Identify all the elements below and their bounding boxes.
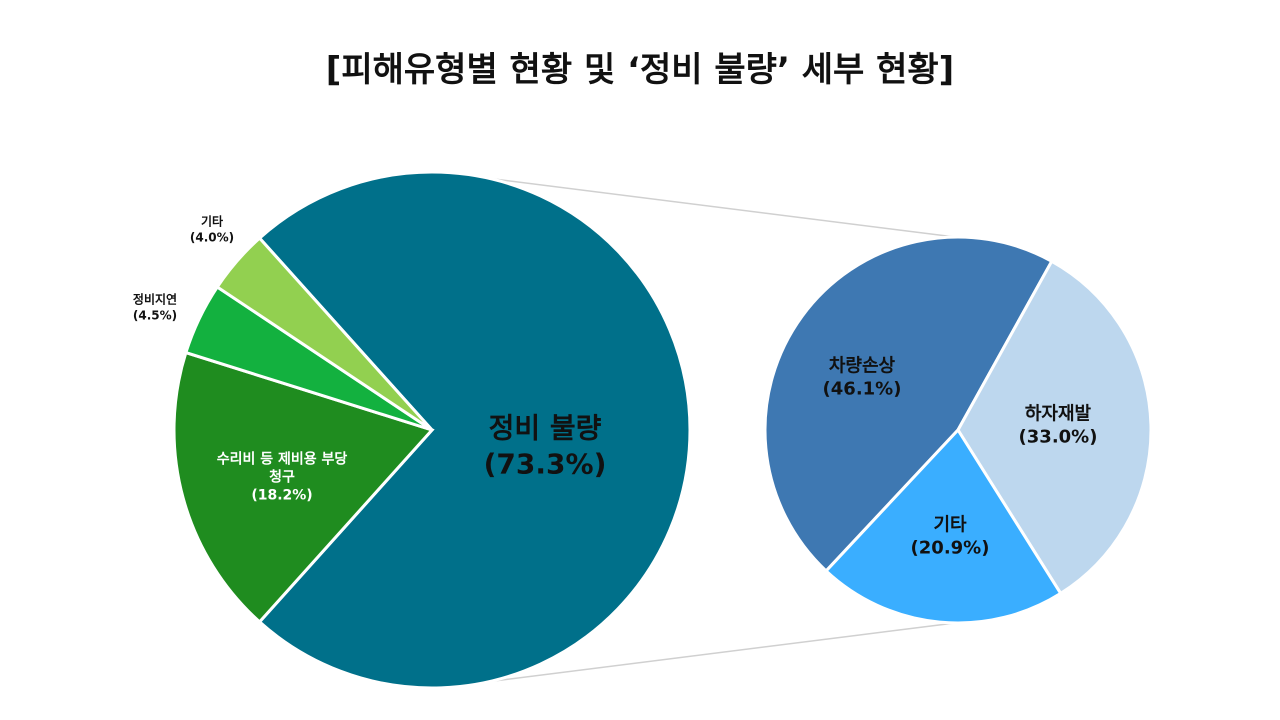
label-text: (4.0%) [189,230,235,244]
pie-slice [956,259,1153,596]
label-text: (18.2%) [251,488,313,505]
label-text: (46.1%) [822,379,902,400]
label-text: (4.5%) [132,308,178,322]
label-text: 기타 [933,514,967,536]
connector-line [469,175,956,238]
slice-label: 기타 (20.9%) [911,514,990,561]
label-text: (20.9%) [910,538,990,559]
pie-slice [172,350,435,625]
label-text: 수리비 등 제비용 부당청구 [216,451,348,486]
label-text: (33.0%) [1018,427,1098,448]
chart-title: [피해유형별 현황 및 ‘정비 불량’ 세부 현황] [325,50,955,90]
pie-slice [257,170,692,690]
slice-label: 수리비 등 제비용 부당청구 (18.2%) [212,451,352,506]
label-text: 정비지연 [132,292,178,307]
pie-slice [215,235,434,432]
pie-slice [763,235,1054,574]
label-text: 차량손상 [828,355,896,377]
slice-label: 정비 불량 (73.3%) [484,411,607,484]
connector-line [469,622,956,685]
slice-label: 정비지연 (4.5%) [133,292,177,323]
label-text: 정비 불량 [488,411,602,445]
label-text: (73.3%) [483,448,607,481]
slice-label: 기타 (4.0%) [190,214,234,245]
label-text: 하자재발 [1024,403,1092,425]
pie-slice [824,427,1063,625]
slice-label: 차량손상 (46.1%) [823,355,902,402]
slice-label: 하자재발 (33.0%) [1019,403,1098,450]
label-text: 기타 [200,214,224,229]
